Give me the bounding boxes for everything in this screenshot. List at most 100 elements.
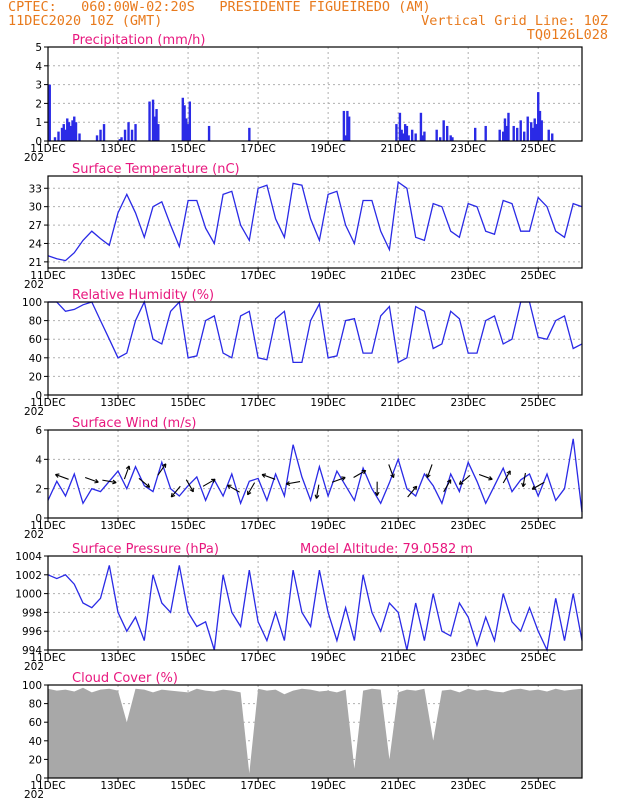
wind-arrowhead: [285, 481, 291, 486]
x-tick-label: 13DEC: [100, 780, 135, 792]
y-tick-label: 0: [35, 513, 42, 525]
x-tick-label: 19DEC: [310, 520, 345, 532]
x-tick-label: 21DEC: [380, 143, 415, 155]
precip-bar: [134, 124, 137, 141]
precip-bar: [442, 120, 445, 141]
x-tick-label: 23DEC: [450, 652, 485, 664]
y-tick-label: 2: [35, 484, 42, 496]
y-tick-label: 1000: [15, 589, 42, 601]
precip-bar: [395, 124, 398, 141]
wind-arrowhead: [125, 465, 131, 470]
precip-bar: [538, 110, 542, 141]
precip-bar: [118, 139, 121, 141]
x-tick-label: 15DEC: [170, 652, 205, 664]
precip-bar: [519, 120, 522, 141]
precip-bar: [78, 133, 81, 141]
wind-arrowhead: [94, 478, 99, 484]
wind-arrow: [185, 479, 194, 493]
panel-frame: [47, 684, 583, 779]
precip-bar: [507, 112, 510, 141]
y-tick-label: 998: [22, 607, 42, 619]
precip-bar: [151, 99, 155, 141]
y-tick-label: 80: [29, 699, 42, 711]
precip-bar: [120, 137, 123, 141]
precip-bar: [127, 122, 130, 141]
wind-arrow: [227, 484, 240, 493]
panel-0: 0 1 2 3 4 5 11DEC 13DEC 15DEC 17DEC 19DEC 21DEC 23DE…: [24, 33, 583, 164]
panel-frame: [47, 46, 583, 142]
x-tick-label: 25DEC: [521, 397, 556, 409]
wind-arrowhead: [488, 475, 493, 481]
wind-arrow: [85, 476, 99, 483]
precip-bar: [183, 105, 186, 141]
precip-bar: [398, 112, 402, 141]
y-tick-label: 996: [22, 626, 42, 638]
x-tick-label: 13DEC: [100, 143, 135, 155]
wind-arrowhead: [55, 473, 60, 478]
y-tick-label: 4: [35, 454, 42, 466]
precip-bar: [537, 92, 540, 141]
x-tick-label: 23DEC: [450, 780, 485, 792]
precip-bar: [540, 120, 543, 141]
panel-frame: [47, 175, 583, 269]
precip-bar: [99, 129, 102, 141]
wind-arrow: [443, 479, 452, 493]
precip-bar: [402, 133, 405, 141]
wind-arrowhead: [189, 487, 194, 493]
x-tick-label: 11DEC: [30, 780, 65, 792]
y-tick-label: 994: [22, 645, 42, 657]
x-tick-label: 15DEC: [170, 520, 205, 532]
y-tick-label: 60: [29, 717, 42, 729]
precip-bar: [71, 120, 74, 141]
x-year-label: 202: [24, 152, 44, 164]
x-tick-label: 19DEC: [310, 652, 345, 664]
y-tick-label: 40: [29, 353, 42, 365]
precip-bar: [438, 137, 442, 141]
precip-bar: [451, 137, 454, 141]
wind-arrow: [388, 464, 395, 478]
wind-arrow: [531, 481, 545, 490]
wind-arrow: [426, 464, 433, 478]
y-tick-label: 100: [22, 680, 42, 692]
wind-arrowhead: [170, 492, 176, 498]
precip-bar: [123, 129, 127, 141]
header-grid-note: Vertical Grid Line: 10Z: [421, 13, 608, 29]
panel-title: Surface Pressure (hPa): [72, 542, 219, 557]
x-tick-label: 15DEC: [170, 143, 205, 155]
x-tick-label: 21DEC: [380, 397, 415, 409]
wind-arrowhead: [446, 479, 452, 484]
wind-arrowhead: [145, 483, 151, 488]
x-tick-label: 21DEC: [380, 652, 415, 664]
precip-bar: [62, 124, 65, 141]
y-tick-label: 40: [29, 736, 42, 748]
y-tick-label: 100: [22, 297, 42, 309]
x-tick-label: 11DEC: [30, 143, 65, 155]
wind-arrow: [170, 485, 181, 498]
wind-arrow: [123, 465, 130, 480]
precip-bar: [53, 137, 57, 141]
x-tick-label: 25DEC: [521, 143, 556, 155]
precip-bar: [69, 125, 72, 141]
precip-bar: [153, 116, 156, 141]
y-tick-label: 3: [35, 80, 42, 92]
wind-arrowhead: [426, 473, 431, 479]
precip-bar: [186, 124, 190, 141]
panel-annotation: Model Altitude: 79.0582 m: [300, 542, 473, 557]
wind-arrowhead: [521, 482, 526, 488]
x-tick-label: 23DEC: [450, 520, 485, 532]
precip-bar: [130, 129, 134, 141]
precip-bar: [551, 133, 554, 141]
x-year-label: 202: [24, 406, 44, 418]
x-tick-label: 21DEC: [380, 780, 415, 792]
y-tick-label: 33: [29, 183, 42, 195]
wind-arrowhead: [506, 470, 511, 475]
precip-bar: [347, 116, 351, 141]
y-tick-label: 4: [35, 61, 42, 73]
x-tick-label: 23DEC: [450, 397, 485, 409]
wind-arrowhead: [341, 476, 346, 481]
precip-bar: [523, 131, 526, 141]
precip-bar: [157, 124, 160, 141]
x-tick-label: 25DEC: [521, 652, 556, 664]
x-year-label: 202: [24, 529, 44, 541]
